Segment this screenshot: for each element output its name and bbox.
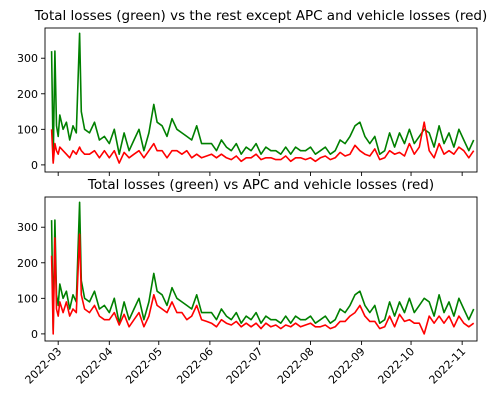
x-tick-label: 2022-03	[23, 345, 65, 387]
top-chart-title: Total losses (green) vs the rest except …	[34, 8, 488, 24]
y-tick-label: 200	[17, 257, 38, 270]
y-tick-label: 100	[17, 292, 38, 305]
top-chart-y-axis: 0 100 200 300	[17, 52, 45, 172]
total-losses-line	[50, 32, 475, 163]
total-losses-line	[50, 201, 475, 332]
top-chart-frame	[44, 27, 478, 173]
y-tick-label: 200	[17, 88, 38, 101]
red-losses-line	[50, 121, 475, 164]
y-tick-label: 100	[17, 123, 38, 136]
x-tick-label: 2022-08	[275, 345, 317, 387]
x-tick-label: 2022-11	[427, 345, 469, 387]
x-tick-label: 2022-06	[174, 345, 216, 387]
bottom-chart-y-axis: 0 100 200 300	[17, 221, 45, 341]
bottom-chart: Total losses (green) vs APC and vehicle …	[17, 177, 478, 387]
y-tick-label: 300	[17, 221, 38, 234]
y-tick-label: 0	[31, 328, 38, 341]
red-losses-line	[50, 233, 475, 335]
x-tick-label: 2022-07	[224, 345, 266, 387]
bottom-chart-title: Total losses (green) vs APC and vehicle …	[87, 177, 434, 193]
y-tick-label: 0	[31, 159, 38, 172]
top-chart-series	[50, 32, 475, 164]
x-tick-label: 2022-09	[326, 345, 368, 387]
top-chart-x-axis	[57, 172, 463, 176]
x-tick-label: 2022-10	[375, 345, 417, 387]
bottom-chart-series	[50, 201, 475, 335]
bottom-chart-x-axis: 2022-03 2022-04 2022-05 2022-06 2022-07 2022-…	[23, 341, 469, 387]
x-tick-label: 2022-04	[74, 345, 116, 387]
x-tick-label: 2022-05	[123, 345, 165, 387]
bottom-chart-frame	[44, 196, 478, 342]
top-chart: Total losses (green) vs the rest except …	[17, 8, 487, 176]
y-tick-label: 300	[17, 52, 38, 65]
